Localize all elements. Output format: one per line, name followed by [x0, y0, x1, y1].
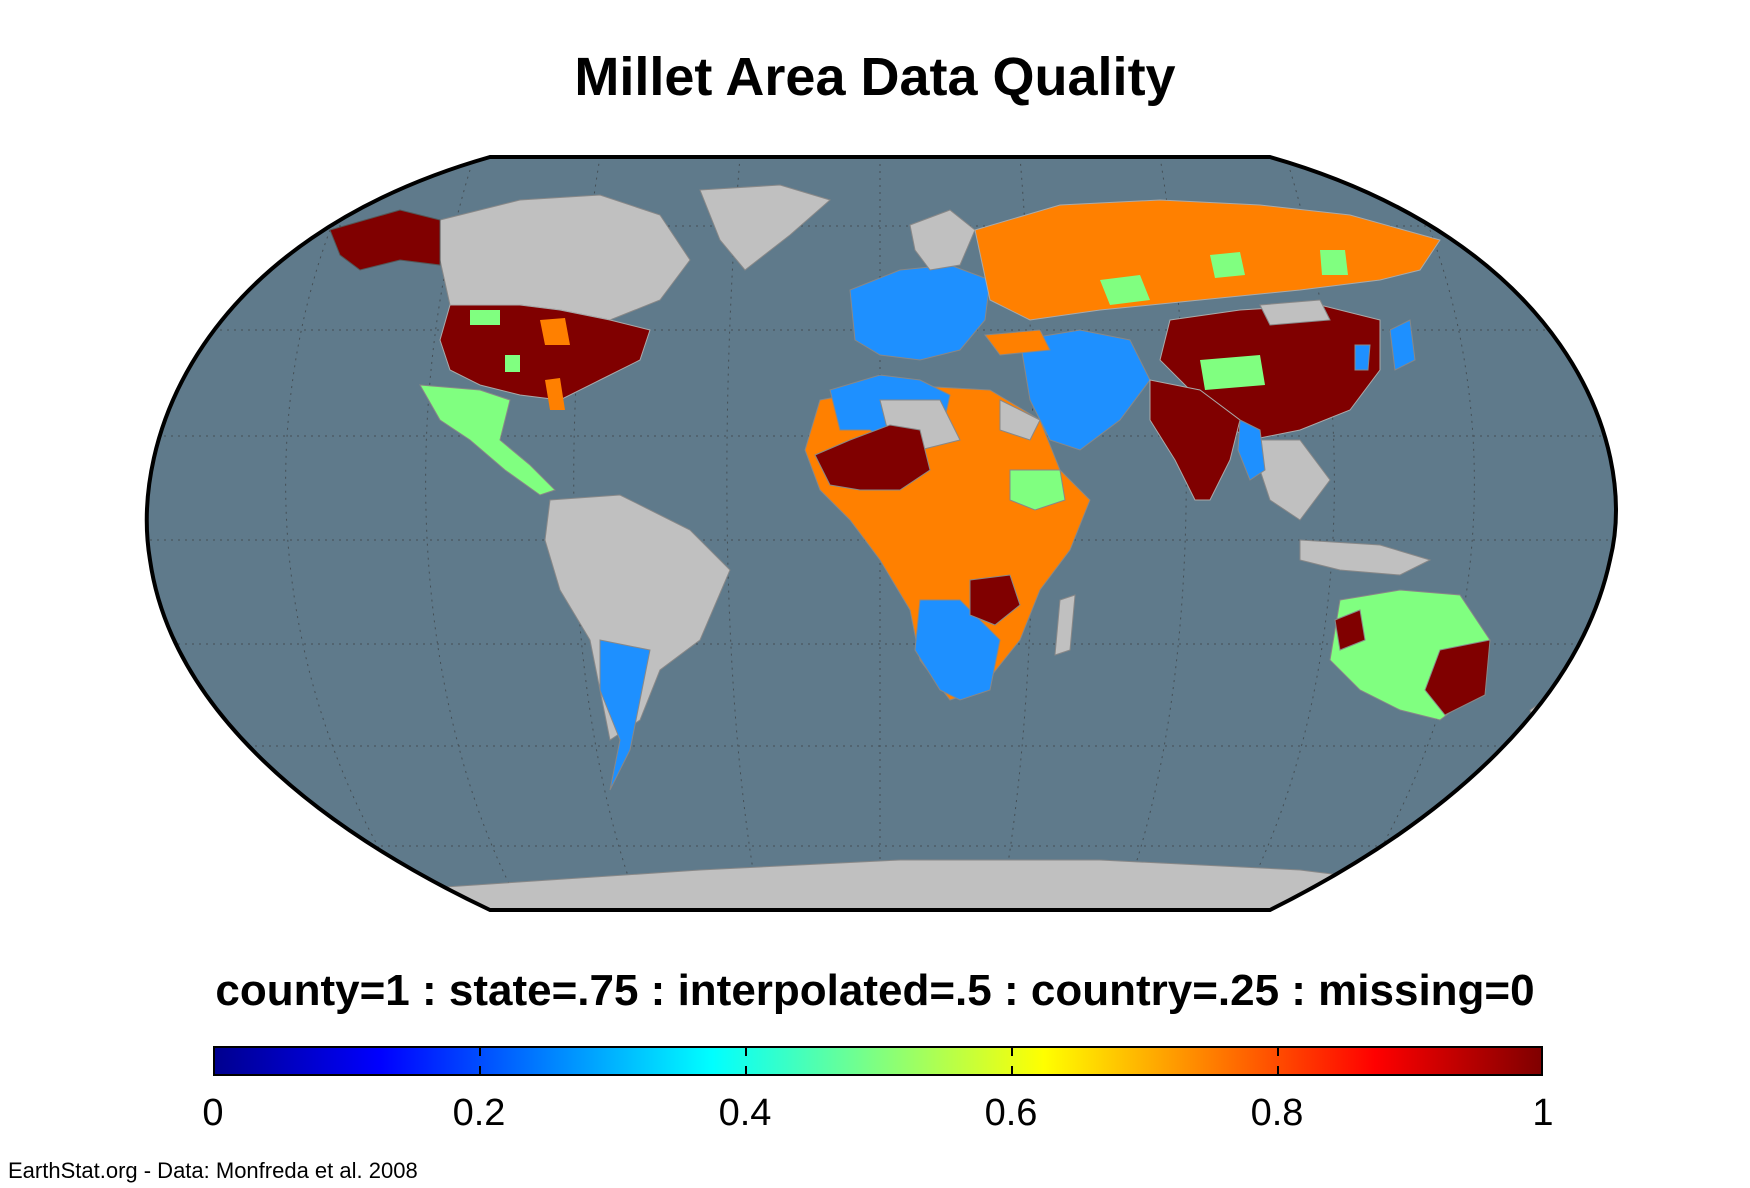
usa-state-patches	[540, 318, 570, 410]
colorbar-tick-mark	[1277, 1066, 1279, 1074]
mongolia	[1259, 299, 1331, 326]
south-america	[544, 494, 731, 741]
colorbar-tick-label: 0.8	[1250, 1092, 1304, 1134]
colorbar-tick-label: 0.2	[452, 1092, 506, 1134]
colorbar-tick-mark	[1277, 1048, 1279, 1056]
colorbar-tick-label: 0	[202, 1092, 224, 1134]
greenland	[699, 184, 832, 271]
india	[1149, 379, 1241, 501]
alaska	[329, 209, 441, 271]
europe	[849, 264, 991, 361]
indonesia	[1299, 539, 1432, 576]
colorbar-tick-label: 0.6	[984, 1092, 1038, 1134]
middle-east	[1019, 329, 1151, 451]
colorbar-tick-mark	[479, 1048, 481, 1056]
colorbar-tick-mark	[479, 1066, 481, 1074]
zambia-county	[969, 574, 1021, 626]
colorbar-tick-label: 0.4	[718, 1092, 772, 1134]
antarctica	[399, 859, 1381, 910]
data-source-credit: EarthStat.org - Data: Monfreda et al. 20…	[8, 1158, 418, 1183]
globe-outline	[144, 155, 1618, 912]
usa-interp-patches	[470, 310, 520, 372]
colorbar-tick-mark	[1011, 1048, 1013, 1056]
myanmar-country	[1237, 419, 1266, 481]
mexico	[419, 384, 556, 496]
legend-caption: county=1 : state=.75 : interpolated=.5 :…	[215, 966, 1535, 1015]
colorbar	[213, 1046, 1543, 1076]
usa	[439, 304, 651, 401]
colorbar-tick-mark	[1011, 1066, 1013, 1074]
ethiopia-interp	[1009, 469, 1066, 511]
turkey	[984, 329, 1051, 356]
colorbar-tick-mark	[745, 1066, 747, 1074]
china-interp	[1200, 355, 1265, 390]
canada-region	[439, 194, 691, 321]
colorbar-tick-mark	[745, 1048, 747, 1056]
russia-interp-patches	[1100, 250, 1348, 305]
west-africa-county	[814, 424, 931, 491]
australia-county	[1334, 609, 1491, 716]
map-title: Millet Area Data Quality	[574, 47, 1176, 107]
japan-korea	[1354, 319, 1416, 371]
scandinavia	[909, 209, 976, 271]
argentina	[599, 639, 651, 791]
russia	[974, 199, 1441, 321]
madagascar	[1054, 594, 1076, 656]
southern-africa-country	[914, 599, 1001, 701]
colorbar-tick-label: 1	[1532, 1092, 1554, 1134]
